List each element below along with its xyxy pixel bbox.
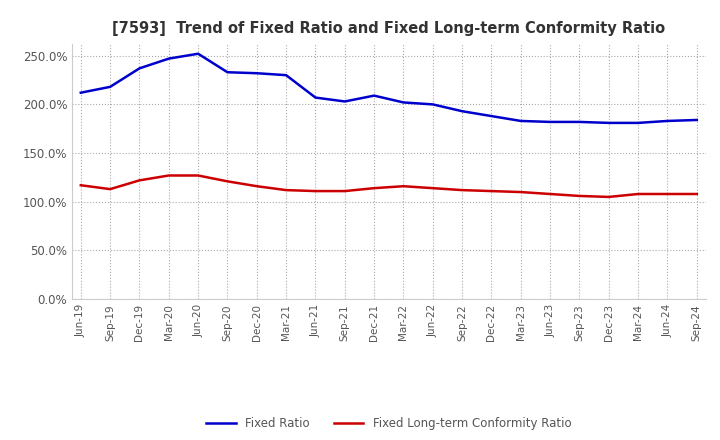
- Fixed Long-term Conformity Ratio: [634, 191, 642, 197]
- Fixed Long-term Conformity Ratio: [516, 189, 525, 194]
- Fixed Long-term Conformity Ratio: [428, 186, 437, 191]
- Fixed Ratio: [693, 117, 701, 123]
- Fixed Ratio: [605, 120, 613, 125]
- Fixed Long-term Conformity Ratio: [341, 188, 349, 194]
- Fixed Long-term Conformity Ratio: [253, 183, 261, 189]
- Title: [7593]  Trend of Fixed Ratio and Fixed Long-term Conformity Ratio: [7593] Trend of Fixed Ratio and Fixed Lo…: [112, 21, 665, 36]
- Fixed Long-term Conformity Ratio: [76, 183, 85, 188]
- Fixed Long-term Conformity Ratio: [663, 191, 672, 197]
- Fixed Ratio: [282, 73, 290, 78]
- Fixed Long-term Conformity Ratio: [399, 183, 408, 189]
- Fixed Ratio: [575, 119, 584, 125]
- Fixed Long-term Conformity Ratio: [546, 191, 554, 197]
- Line: Fixed Long-term Conformity Ratio: Fixed Long-term Conformity Ratio: [81, 176, 697, 197]
- Fixed Ratio: [164, 56, 173, 61]
- Fixed Long-term Conformity Ratio: [370, 186, 379, 191]
- Fixed Ratio: [428, 102, 437, 107]
- Fixed Ratio: [399, 100, 408, 105]
- Fixed Ratio: [76, 90, 85, 95]
- Fixed Long-term Conformity Ratio: [135, 178, 144, 183]
- Fixed Long-term Conformity Ratio: [458, 187, 467, 193]
- Fixed Ratio: [106, 84, 114, 89]
- Fixed Ratio: [341, 99, 349, 104]
- Fixed Ratio: [487, 114, 496, 119]
- Fixed Long-term Conformity Ratio: [194, 173, 202, 178]
- Fixed Ratio: [194, 51, 202, 56]
- Line: Fixed Ratio: Fixed Ratio: [81, 54, 697, 123]
- Fixed Ratio: [135, 66, 144, 71]
- Fixed Long-term Conformity Ratio: [487, 188, 496, 194]
- Fixed Ratio: [458, 109, 467, 114]
- Fixed Long-term Conformity Ratio: [282, 187, 290, 193]
- Fixed Ratio: [223, 70, 232, 75]
- Fixed Ratio: [546, 119, 554, 125]
- Fixed Long-term Conformity Ratio: [106, 187, 114, 192]
- Fixed Long-term Conformity Ratio: [575, 193, 584, 198]
- Fixed Ratio: [516, 118, 525, 124]
- Fixed Long-term Conformity Ratio: [311, 188, 320, 194]
- Legend: Fixed Ratio, Fixed Long-term Conformity Ratio: Fixed Ratio, Fixed Long-term Conformity …: [202, 412, 576, 435]
- Fixed Ratio: [370, 93, 379, 98]
- Fixed Long-term Conformity Ratio: [223, 179, 232, 184]
- Fixed Long-term Conformity Ratio: [605, 194, 613, 200]
- Fixed Ratio: [634, 120, 642, 125]
- Fixed Long-term Conformity Ratio: [693, 191, 701, 197]
- Fixed Ratio: [253, 70, 261, 76]
- Fixed Long-term Conformity Ratio: [164, 173, 173, 178]
- Fixed Ratio: [311, 95, 320, 100]
- Fixed Ratio: [663, 118, 672, 124]
